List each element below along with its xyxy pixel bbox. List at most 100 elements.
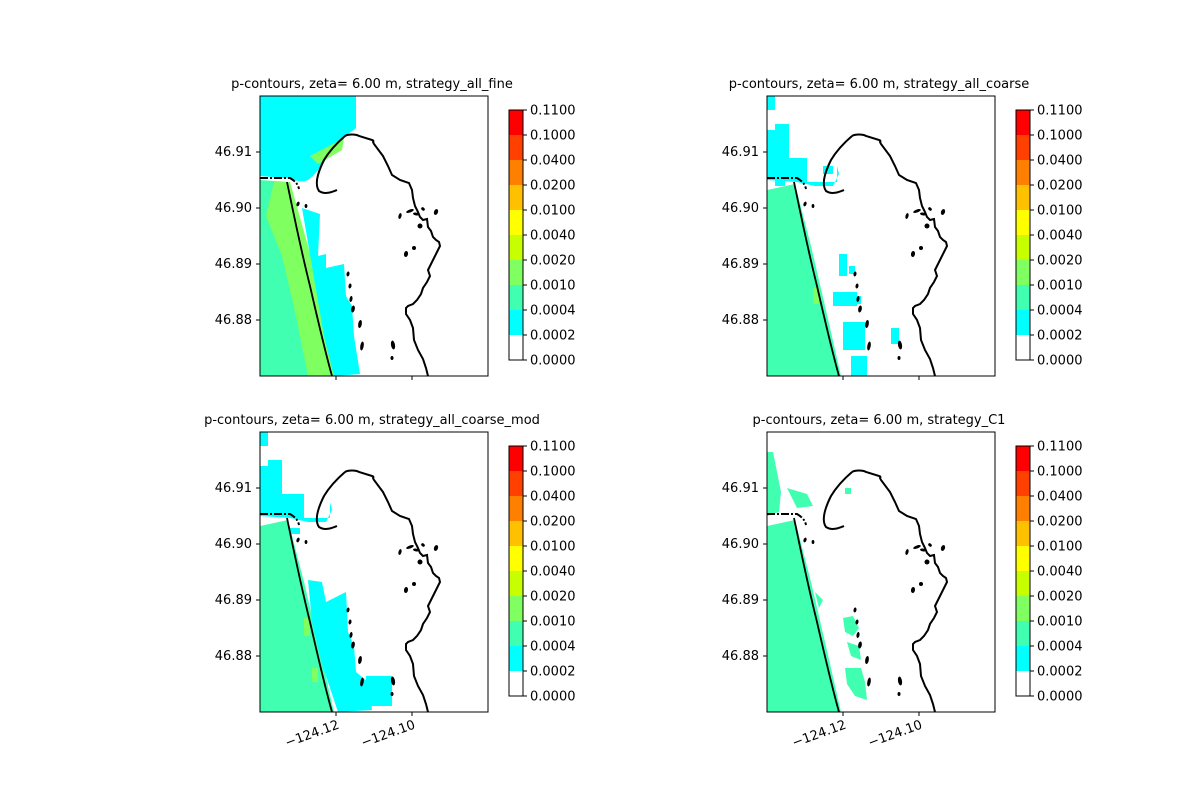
nearshore-fill bbox=[302, 208, 360, 376]
colorbar-segment bbox=[509, 571, 523, 596]
island bbox=[867, 341, 871, 351]
y-tick-label: 46.89 bbox=[722, 593, 759, 608]
colorbar: 0.0000 0.0002 0.0004 0.0010 0.0020 0.0040 0.01… bbox=[508, 104, 576, 369]
x-tick-label: −124.12 bbox=[283, 718, 341, 751]
colorbar-tick-label: 0.0020 bbox=[530, 590, 576, 605]
colorbar-segment bbox=[1016, 496, 1030, 521]
colorbar-segment bbox=[1016, 160, 1030, 185]
island bbox=[417, 559, 423, 565]
coarse-cell bbox=[775, 176, 785, 186]
channel-line bbox=[286, 181, 333, 376]
island bbox=[351, 305, 355, 313]
y-tick-label: 46.88 bbox=[722, 649, 759, 664]
island bbox=[913, 545, 921, 549]
colorbar-segment bbox=[509, 335, 523, 360]
island bbox=[856, 632, 860, 638]
island bbox=[398, 549, 402, 555]
x-tick-label: −124.12 bbox=[790, 718, 848, 751]
colorbar-tick-label: 0.0004 bbox=[530, 640, 576, 655]
island bbox=[349, 632, 353, 638]
panel-strategy-c1: p-contours, zeta= 6.00 m, strategy_C1 46… bbox=[722, 413, 1083, 751]
coarse-cell bbox=[851, 356, 867, 376]
island bbox=[910, 251, 916, 257]
ocean-fill-mid bbox=[767, 184, 841, 376]
island bbox=[433, 545, 439, 551]
colorbar-segment bbox=[509, 185, 523, 210]
island bbox=[919, 582, 923, 586]
island bbox=[865, 320, 869, 328]
colorbar-tick-label: 0.0040 bbox=[1037, 565, 1083, 580]
island bbox=[940, 545, 946, 551]
colorbar-tick-label: 0.0200 bbox=[530, 515, 576, 530]
coarse-cell bbox=[823, 166, 833, 174]
colorbar-tick-label: 0.1100 bbox=[1037, 440, 1083, 455]
plot-frame bbox=[259, 431, 489, 713]
coastline-group bbox=[260, 469, 442, 712]
y-tick-label: 46.91 bbox=[722, 145, 759, 160]
x-tick-label: −124.10 bbox=[359, 718, 417, 751]
sea-gap bbox=[260, 446, 268, 466]
map-plot-area bbox=[766, 95, 996, 377]
bay-spit bbox=[822, 135, 853, 194]
x-tick-label: −124.10 bbox=[866, 718, 924, 751]
x-axis-ticks bbox=[842, 376, 920, 380]
coastline bbox=[344, 133, 442, 376]
bay-spit bbox=[315, 135, 346, 194]
colorbar-tick-label: 0.0004 bbox=[530, 304, 576, 319]
colorbar-tick-label: 0.0400 bbox=[530, 490, 576, 505]
colorbar-tick-label: 0.1000 bbox=[1037, 465, 1083, 480]
x-axis-ticks: −124.12 −124.10 bbox=[283, 712, 417, 751]
nearshore-patch bbox=[843, 616, 859, 636]
y-axis-ticks: 46.88 46.89 46.90 46.91 bbox=[215, 481, 260, 664]
island bbox=[803, 537, 807, 543]
map-plot-area bbox=[766, 431, 996, 713]
colorbar-tick-label: 0.0400 bbox=[1037, 490, 1083, 505]
island bbox=[358, 656, 362, 664]
probability-fill bbox=[260, 432, 392, 712]
island bbox=[390, 676, 396, 686]
island bbox=[897, 340, 903, 350]
island bbox=[349, 296, 353, 302]
bay-patch bbox=[845, 488, 851, 494]
panel-strategy-all-coarse-mod: p-contours, zeta= 6.00 m, strategy_all_c… bbox=[204, 413, 575, 751]
colorbar-segment bbox=[1016, 671, 1030, 696]
colorbar-tick-label: 0.1000 bbox=[530, 129, 576, 144]
colorbar-segment bbox=[509, 110, 523, 135]
colorbar-tick-label: 0.0100 bbox=[530, 204, 576, 219]
island bbox=[390, 340, 396, 350]
colorbar-segment bbox=[1016, 185, 1030, 210]
bay-patch bbox=[787, 488, 813, 508]
island bbox=[304, 204, 308, 208]
plot-frame bbox=[766, 431, 996, 713]
island bbox=[304, 540, 308, 544]
colorbar-tick-label: 0.0200 bbox=[1037, 515, 1083, 530]
colorbar-segment bbox=[509, 671, 523, 696]
colorbar-segment bbox=[1016, 621, 1030, 646]
island bbox=[296, 201, 300, 207]
island bbox=[403, 251, 409, 257]
panel-title: p-contours, zeta= 6.00 m, strategy_all_c… bbox=[204, 413, 540, 428]
island bbox=[346, 271, 350, 277]
colorbar-segment bbox=[509, 596, 523, 621]
island bbox=[348, 619, 352, 625]
colorbar-tick-label: 0.1100 bbox=[530, 104, 576, 119]
colorbar: 0.0000 0.0002 0.0004 0.0010 0.0020 0.0040 0.01… bbox=[1015, 440, 1083, 705]
colorbar-segment bbox=[509, 646, 523, 671]
colorbar: 0.0000 0.0002 0.0004 0.0010 0.0020 0.0040 0.01… bbox=[1015, 104, 1083, 369]
bay-spit bbox=[822, 471, 853, 530]
island bbox=[346, 607, 350, 613]
island bbox=[905, 213, 909, 219]
island bbox=[897, 692, 901, 696]
island bbox=[858, 641, 862, 649]
colorbar-segment bbox=[509, 235, 523, 260]
y-tick-label: 46.90 bbox=[215, 537, 252, 552]
sea-fill-block-a bbox=[767, 96, 839, 186]
colorbar-segment bbox=[509, 471, 523, 496]
island bbox=[897, 356, 901, 360]
map-plot-area bbox=[259, 95, 489, 377]
coarse-cell bbox=[366, 676, 392, 706]
colorbar-tick-label: 0.0002 bbox=[530, 665, 576, 680]
island bbox=[940, 209, 946, 215]
colorbar-segment bbox=[1016, 310, 1030, 335]
